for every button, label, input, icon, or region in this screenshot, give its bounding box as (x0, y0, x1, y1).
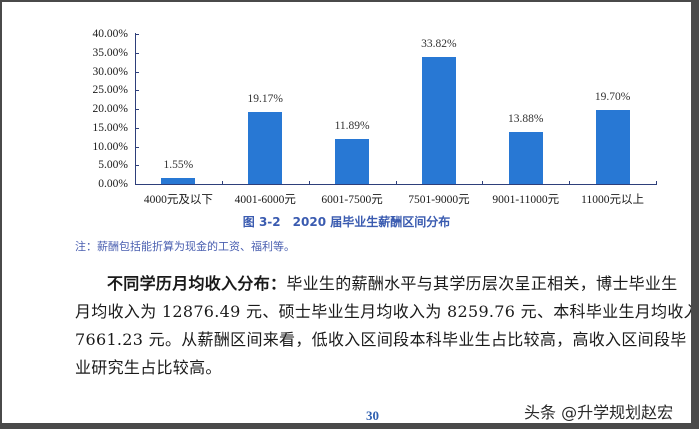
x-tick-mark (656, 181, 657, 185)
bar-value-label: 11.89% (334, 120, 370, 133)
y-tick-mark (135, 34, 139, 35)
y-tick-label: 5.00% (98, 159, 128, 172)
x-category-label: 4001-6000元 (234, 194, 296, 206)
bar-value-label: 13.88% (508, 112, 544, 125)
x-category-label: 6001-7500元 (321, 194, 383, 206)
y-tick-label: 25.00% (92, 84, 128, 97)
bar-value-label: 33.82% (421, 38, 457, 51)
x-tick-mark (395, 181, 397, 185)
paragraph-line-4: 业研究生占比较高。 (75, 358, 222, 377)
document-page: 0.00% 5.00% 10.00% 15.00% 20.00% 25.00% 30.00%… (2, 2, 699, 423)
y-tick-mark (135, 52, 139, 54)
x-category-label: 7501-9000元 (408, 194, 470, 206)
y-tick-mark (135, 90, 139, 92)
x-tick-mark (482, 181, 484, 185)
y-tick-mark (135, 109, 139, 110)
figure-caption: 图 3-2 2020 届毕业生薪酬区间分布 (242, 215, 451, 229)
x-tick-mark (569, 181, 571, 185)
x-tick-mark (221, 181, 223, 185)
y-tick-label: 35.00% (92, 46, 128, 59)
bar-value-label: 19.17% (247, 93, 283, 106)
x-category-label: 11000元以上 (581, 194, 644, 206)
bar (161, 178, 196, 184)
y-tick-mark (135, 165, 139, 167)
paragraph-line-2: 月均收入为 12876.49 元、硕士毕业生月均收入为 8259.76 元、本科… (75, 302, 699, 321)
page-shadow (691, 0, 699, 429)
y-tick-mark (135, 146, 139, 148)
x-category-label: 4000元及以下 (143, 194, 213, 206)
paragraph-line-1-text: 毕业生的薪酬水平与其学历层次呈正相关，博士毕业生 (286, 274, 678, 293)
y-tick-mark (135, 184, 139, 185)
bar (248, 112, 283, 184)
x-category-label: 9001-11000元 (492, 194, 560, 206)
watermark: 头条 @升学规划赵宏 (524, 403, 674, 422)
paragraph-line-3: 7661.23 元。从薪酬区间来看，低收入区间段本科毕业生占比较高，高收入区间段… (75, 330, 687, 349)
y-tick-label: 20.00% (92, 103, 128, 115)
y-tick-mark (135, 127, 139, 129)
figure-note: 注：薪酬包括能折算为现金的工资、福利等。 (75, 240, 295, 253)
bar (421, 57, 456, 184)
y-tick-label: 10.00% (92, 140, 128, 153)
bar (508, 131, 543, 184)
y-tick-mark (135, 71, 139, 73)
body-paragraph: 不同学历月均收入分布：毕业生的薪酬水平与其学历层次呈正相关，博士毕业生 月均收入… (75, 270, 699, 382)
y-tick-label: 15.00% (92, 121, 128, 134)
y-tick-label: 0.00% (98, 178, 128, 190)
bar-value-label: 1.55% (163, 159, 194, 172)
bar (595, 110, 630, 184)
bar (335, 139, 370, 184)
paragraph-lead: 不同学历月均收入分布： (107, 274, 287, 293)
page-number: 30 (366, 408, 379, 423)
y-tick-label: 40.00% (92, 28, 128, 40)
x-tick-mark (308, 181, 310, 185)
bar-value-label: 19.70% (594, 91, 631, 104)
salary-distribution-chart: 0.00% 5.00% 10.00% 15.00% 20.00% 25.00% 30.00%… (2, 2, 691, 212)
paragraph-line-1: 不同学历月均收入分布：毕业生的薪酬水平与其学历层次呈正相关，博士毕业生 (75, 270, 677, 298)
y-tick-label: 30.00% (92, 65, 128, 78)
